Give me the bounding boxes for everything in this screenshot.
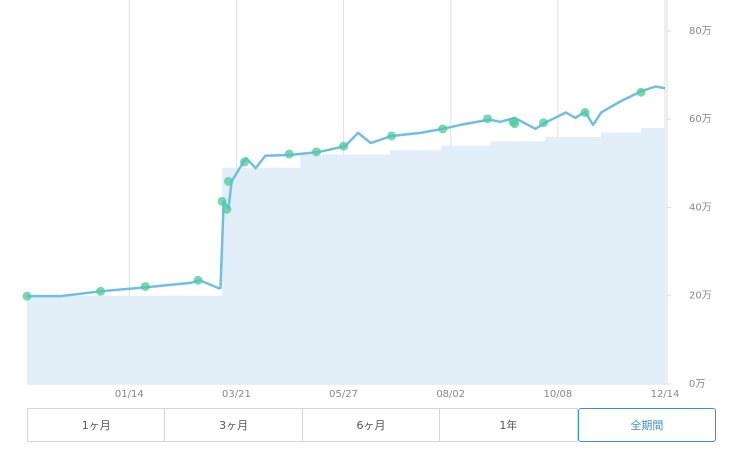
event-marker <box>223 176 233 186</box>
y-tick-label: 0万 <box>689 379 705 390</box>
event-marker <box>222 204 232 214</box>
y-tick-label: 60万 <box>689 114 712 125</box>
x-tick-label: 10/08 <box>543 389 572 400</box>
event-marker <box>387 131 397 141</box>
period-selector: 1ヶ月 3ヶ月 6ヶ月 1年 全期間 <box>27 408 717 442</box>
y-tick-label: 40万 <box>689 202 712 213</box>
event-marker <box>311 147 321 157</box>
event-marker <box>510 119 520 129</box>
y-tick-label: 80万 <box>689 26 712 37</box>
event-marker <box>217 196 227 206</box>
deposit-area <box>27 128 665 384</box>
event-marker <box>193 275 203 285</box>
x-tick-label: 05/27 <box>329 389 358 400</box>
x-tick-label: 01/14 <box>115 389 144 400</box>
event-marker <box>96 286 106 296</box>
event-marker <box>339 141 349 151</box>
period-button[interactable]: 6ヶ月 <box>302 408 441 442</box>
x-tick-label: 03/21 <box>222 389 251 400</box>
event-marker <box>438 124 448 134</box>
period-button[interactable]: 全期間 <box>577 408 717 442</box>
period-button[interactable]: 1ヶ月 <box>27 408 166 442</box>
event-marker <box>284 149 294 159</box>
x-tick-label: 12/14 <box>651 389 680 400</box>
event-marker <box>636 87 646 97</box>
chart: 01/14 03/21 05/27 08/02 10/08 12/14 0万 20万 40万 60… <box>22 0 712 400</box>
period-button[interactable]: 1年 <box>440 408 578 442</box>
event-marker <box>239 157 249 167</box>
x-tick-label: 08/02 <box>436 389 465 400</box>
event-marker <box>140 281 150 291</box>
event-marker <box>22 291 32 301</box>
event-marker <box>483 114 493 124</box>
y-tick-label: 20万 <box>689 291 712 302</box>
period-button[interactable]: 3ヶ月 <box>165 408 303 442</box>
event-marker <box>580 108 590 118</box>
event-marker <box>538 118 548 128</box>
